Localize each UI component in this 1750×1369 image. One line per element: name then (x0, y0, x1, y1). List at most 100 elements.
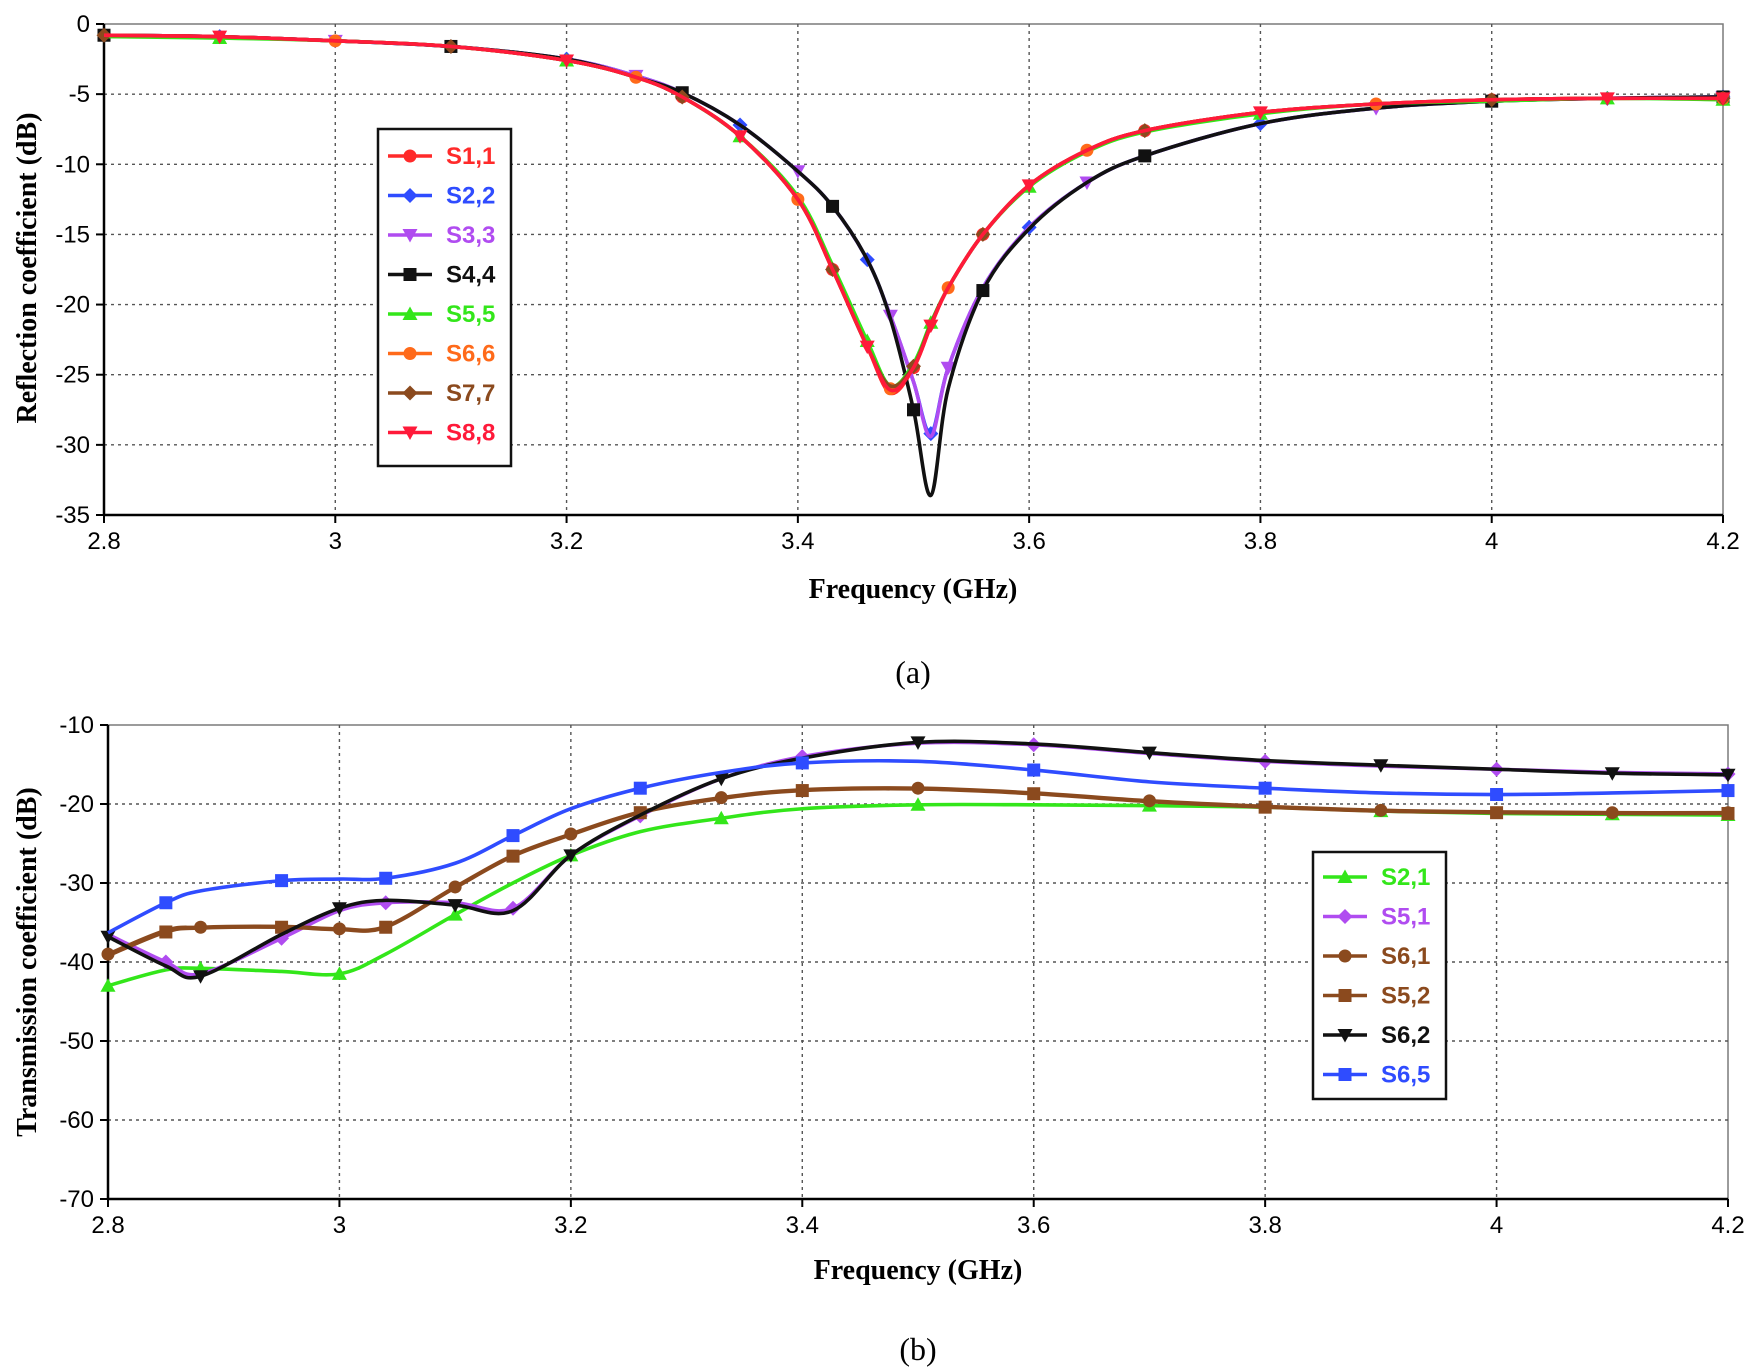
panel-b-series (100, 736, 1736, 992)
a-data-point (859, 340, 875, 355)
b-data-point (1373, 759, 1389, 773)
panel-a-grid (104, 24, 1723, 515)
b-data-point (275, 920, 289, 934)
b-data-point (379, 871, 393, 885)
b-data-point (563, 849, 579, 863)
b-series-S5-2 (107, 784, 1735, 958)
a-data-point (826, 199, 840, 213)
b-data-point (713, 810, 729, 825)
b-data-point (713, 772, 729, 787)
b-legend-item: S5,2 (1323, 983, 1430, 1010)
panel-b-x-axis-title: Frequency (GHz) (814, 1255, 1023, 1286)
b-data-point (506, 849, 520, 863)
b-data-point (100, 978, 116, 992)
a-legend-label: S2,2 (446, 183, 495, 210)
a-legend-swatch-marker (402, 229, 418, 243)
a-legend-swatch-marker (403, 268, 417, 281)
a-legend-label: S4,4 (446, 262, 496, 289)
b-data-point (1720, 768, 1736, 783)
panel-b-legend: S2,1 S5,1 S6,1 S5,2 S6,2 S6,5 (1311, 850, 1448, 1101)
b-y-tick-label: -40 (59, 949, 94, 976)
b-legend-label: S6,2 (1381, 1022, 1430, 1049)
a-x-tick-label: 2.8 (87, 528, 120, 555)
b-data-point (379, 920, 393, 934)
a-x-tick-label: 3.6 (1012, 528, 1045, 555)
b-data-point (159, 896, 173, 910)
a-legend-swatch-marker (402, 385, 418, 401)
b-legend-label: S6,5 (1381, 1062, 1430, 1089)
b-data-point (910, 797, 926, 811)
a-data-point (976, 284, 990, 298)
b-legend-item: S5,1 (1323, 904, 1430, 931)
b-data-point (159, 925, 173, 939)
a-legend-swatch-marker (402, 426, 418, 440)
b-legend-item: S6,2 (1323, 1022, 1430, 1049)
b-legend-label: S5,1 (1381, 904, 1430, 931)
b-data-point (795, 784, 809, 798)
b-legend-swatch-marker (1337, 909, 1353, 924)
b-series-S6-5 (107, 756, 1735, 935)
a-data-point (1021, 179, 1037, 193)
a-legend-item: S2,2 (388, 183, 495, 210)
a-data-point (732, 130, 748, 144)
b-data-point (447, 899, 463, 913)
b-data-point (331, 966, 347, 980)
b-data-point (633, 781, 647, 795)
panel-a-x-axis-title: Frequency (GHz) (809, 574, 1018, 605)
a-y-tick-label: -30 (55, 432, 90, 459)
a-y-tick-label: -25 (55, 362, 90, 389)
a-data-point (559, 54, 575, 68)
b-data-point (193, 970, 209, 984)
b-series-line (107, 759, 1729, 935)
panel-b-legend-box (1311, 850, 1448, 1101)
a-data-point (940, 361, 956, 376)
b-y-tick-label: -20 (59, 791, 94, 818)
panel-a-plot-area (103, 23, 1724, 516)
a-legend-swatch-marker (402, 306, 418, 320)
panel-a-series (96, 27, 1731, 498)
b-series-line (107, 786, 1729, 958)
a-series-S8-8 (103, 30, 1731, 393)
a-y-tick-label: -15 (55, 221, 90, 248)
b-data-point (1258, 800, 1272, 814)
a-legend-label: S1,1 (446, 143, 495, 170)
a-legend-swatch-marker (403, 149, 417, 163)
b-x-tick-label: 3.4 (786, 1212, 819, 1239)
a-legend-item: S7,7 (388, 380, 495, 407)
b-x-tick-label: 3 (333, 1212, 346, 1239)
panel-a-axes (96, 23, 1724, 523)
b-data-point (1141, 746, 1157, 761)
b-data-point (1490, 788, 1504, 802)
a-data-point (1252, 106, 1268, 120)
b-series-S6-2 (100, 736, 1736, 984)
panel-a-legend: S1,1 S2,2 S3,3 S4,4 S5,5 S6,6 S7,7 S8,8 (376, 127, 513, 468)
a-legend-label: S3,3 (446, 222, 495, 249)
b-data-point (1721, 784, 1735, 798)
b-x-tick-label: 4.2 (1711, 1212, 1744, 1239)
panel-a-y-axis-title: Reflection coefficient (dB) (12, 113, 43, 424)
a-legend-item: S8,8 (388, 420, 495, 447)
a-y-tick-label: -5 (69, 81, 90, 108)
a-y-tick-label: -10 (55, 151, 90, 178)
a-x-tick-label: 3.4 (781, 528, 814, 555)
panel-b-transmission: 2.8 3 3.2 3.4 3.6 3.8 4 4.2 -10-20-30-40-50-60-… (12, 712, 1745, 1367)
b-data-point (100, 930, 116, 945)
b-data-point (1027, 763, 1041, 777)
a-series-line (103, 33, 1724, 393)
b-legend-item: S2,1 (1323, 864, 1430, 891)
b-y-tick-label: -10 (59, 712, 94, 739)
b-legend-swatch-marker (1337, 1029, 1353, 1043)
b-y-tick-label: -60 (59, 1107, 94, 1134)
a-legend-swatch-marker (403, 347, 417, 360)
a-data-point (1715, 92, 1731, 106)
a-legend-item: S3,3 (388, 222, 495, 249)
b-data-point (1604, 767, 1620, 781)
b-data-point (506, 829, 520, 843)
a-legend-label: S6,6 (446, 341, 495, 368)
a-data-point (923, 319, 939, 334)
b-legend-label: S5,2 (1381, 983, 1430, 1010)
b-y-tick-label: -30 (59, 870, 94, 897)
b-y-tick-label: -70 (59, 1186, 94, 1213)
a-x-tick-label: 3 (329, 528, 342, 555)
